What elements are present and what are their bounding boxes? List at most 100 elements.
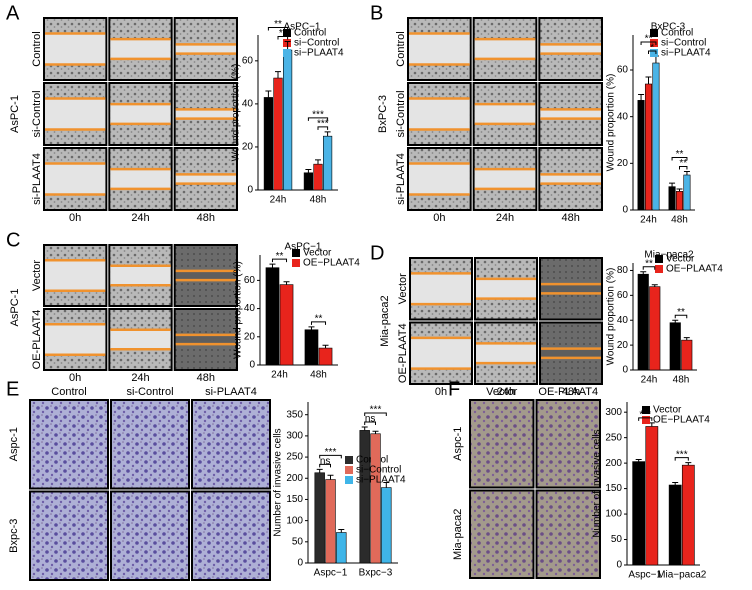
row-label: Mia-paca2 <box>452 509 464 560</box>
legend-label: si−PLAAT4 <box>661 48 711 59</box>
significance-label: ** <box>645 258 653 269</box>
error-bar <box>676 188 683 192</box>
row-label: Vector <box>397 273 409 305</box>
significance-bracket <box>317 126 329 130</box>
row-label: Control <box>395 31 407 66</box>
row-label: OE-PLAAT4 <box>397 323 409 383</box>
y-tick-label: 40 <box>242 99 254 110</box>
legend-label: OE−PLAAT4 <box>653 415 710 426</box>
column-label: 0h <box>435 386 447 398</box>
row-label: si-Control <box>395 90 407 137</box>
error-bar <box>315 159 321 165</box>
significance-label: *** <box>639 410 651 421</box>
significance-bracket <box>640 41 657 45</box>
bar <box>359 430 370 564</box>
y-axis-label: Wound proportion (%) <box>231 64 242 162</box>
wound-gap <box>411 273 471 305</box>
column-label: 24h <box>496 212 514 224</box>
row-label: si-PLAAT4 <box>395 153 407 205</box>
wound-gap <box>175 270 236 281</box>
wound-gap <box>476 343 536 364</box>
significance-label: ** <box>676 149 684 160</box>
legend-swatch <box>650 39 658 47</box>
image <box>191 490 271 581</box>
wound-gap <box>541 284 601 294</box>
column-label: 48h <box>562 386 580 398</box>
legend-swatch <box>292 249 300 257</box>
y-tick-label: 0 <box>297 558 303 569</box>
legend-swatch <box>283 29 291 37</box>
bar <box>325 479 336 564</box>
significance-label: *** <box>676 449 688 460</box>
y-tick-label: 20 <box>617 340 629 351</box>
error-bar <box>283 281 290 285</box>
bar <box>370 433 381 564</box>
significance-label: ** <box>679 158 687 169</box>
significance-label: *** <box>317 119 329 130</box>
legend-swatch <box>642 416 650 424</box>
significance-bracket <box>364 412 387 416</box>
y-tick-label: 60 <box>242 55 254 66</box>
wound-gap <box>45 98 106 130</box>
cell-line-label: AsPC-1 <box>9 289 21 327</box>
wound-gap <box>409 98 470 130</box>
error-bar <box>308 326 315 330</box>
wound-gap <box>45 260 106 291</box>
bar <box>675 191 684 211</box>
y-tick-label: 50 <box>611 534 623 545</box>
row-label: si-PLAAT4 <box>31 153 43 205</box>
x-tick-label: 48h <box>310 370 327 381</box>
wound-gap <box>476 278 536 299</box>
wound-gap <box>110 329 171 350</box>
y-tick-label: 60 <box>617 290 629 301</box>
panel-letter: E <box>6 378 19 400</box>
x-tick-label: 24h <box>640 215 657 226</box>
column-label: 24h <box>131 372 149 384</box>
bar <box>314 472 325 564</box>
wound-gap <box>45 163 106 195</box>
column-label: si-PLAAT4 <box>205 386 257 398</box>
bar <box>322 135 333 191</box>
bar <box>273 77 283 191</box>
wound-gap <box>411 337 471 369</box>
y-tick-label: 40 <box>617 315 629 326</box>
x-tick-label: 48h <box>310 195 327 206</box>
error-bar <box>672 319 679 323</box>
y-tick-label: 20 <box>244 331 256 342</box>
column-label: 0h <box>433 212 445 224</box>
y-tick-label: 150 <box>286 494 303 505</box>
wound-gap <box>175 44 236 54</box>
bar <box>668 484 682 566</box>
legend-swatch <box>655 255 663 263</box>
wound-gap <box>474 169 536 189</box>
significance-label: *** <box>325 447 337 458</box>
x-tick-label: 48h <box>673 375 690 386</box>
y-axis-label: Wound proportion (%) <box>606 268 617 366</box>
y-tick-label: 200 <box>286 473 303 484</box>
cell-line-label: Mia-paca2 <box>379 295 391 346</box>
y-tick-label: 20 <box>617 158 629 169</box>
bar <box>649 286 661 371</box>
legend-label: Control <box>294 28 326 39</box>
column-label: si-Control <box>126 386 173 398</box>
error-bar <box>305 169 312 173</box>
y-tick-label: 0 <box>622 205 628 216</box>
bar <box>318 347 333 366</box>
legend-label: si−Control <box>294 38 339 49</box>
y-tick-label: 200 <box>605 458 622 469</box>
significance-bracket <box>271 258 288 263</box>
bar <box>683 174 691 211</box>
significance-bracket <box>319 454 342 459</box>
error-bar <box>683 337 690 341</box>
column-label: 0h <box>69 372 81 384</box>
error-bar <box>685 462 692 466</box>
bar <box>669 322 681 371</box>
x-tick-label: Mia−paca2 <box>657 570 707 581</box>
error-bar <box>640 271 647 275</box>
panel-letter: D <box>370 242 384 264</box>
y-tick-label: 100 <box>605 509 622 520</box>
bar <box>303 172 314 191</box>
bar <box>282 49 293 191</box>
y-tick-label: 350 <box>286 409 303 420</box>
